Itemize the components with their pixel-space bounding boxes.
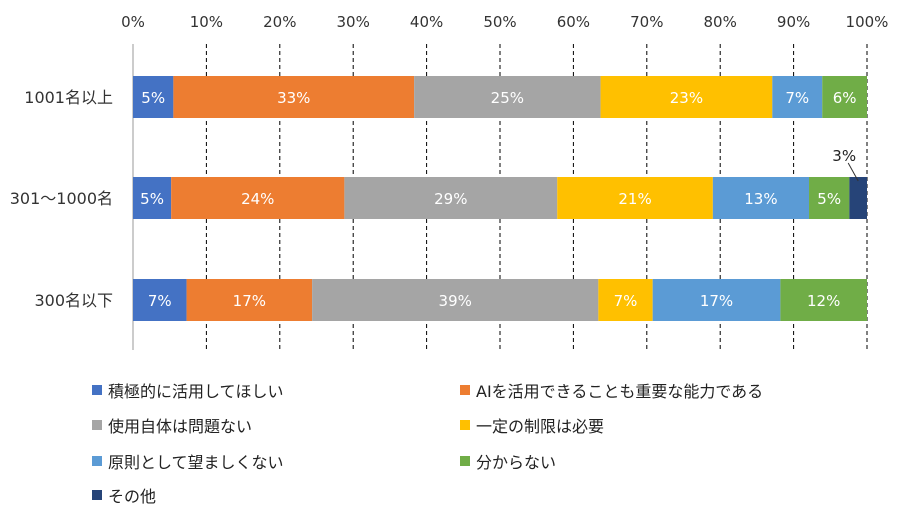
data-label: 29%: [434, 190, 467, 208]
bar-segment: [312, 279, 599, 321]
x-tick-label: 10%: [190, 13, 223, 31]
bar-segment: [133, 76, 174, 118]
bar-segment: [712, 177, 810, 219]
x-tick-label: 0%: [121, 13, 145, 31]
bar-segment: [173, 76, 415, 118]
category-label: 301～1000名: [10, 189, 113, 208]
x-tick-label: 70%: [630, 13, 663, 31]
data-label: 6%: [833, 89, 857, 107]
data-label: 21%: [618, 190, 651, 208]
data-label: 7%: [614, 292, 638, 310]
x-tick-label: 60%: [557, 13, 590, 31]
data-label: 23%: [670, 89, 703, 107]
data-label: 5%: [817, 190, 841, 208]
bar-segment: [652, 279, 781, 321]
data-label: 7%: [785, 89, 809, 107]
bar-segment: [557, 177, 713, 219]
bar-segment: [133, 177, 172, 219]
data-label: 12%: [807, 292, 840, 310]
data-label: 5%: [140, 190, 164, 208]
data-label: 25%: [491, 89, 524, 107]
leader-line: [847, 162, 859, 182]
bar-segment: [822, 76, 867, 118]
data-label: 7%: [148, 292, 172, 310]
bar-segment: [809, 177, 850, 219]
bar-segment: [171, 177, 345, 219]
bar-segment: [849, 177, 867, 219]
x-tick-label: 50%: [483, 13, 516, 31]
data-label: 5%: [141, 89, 165, 107]
data-label: 17%: [233, 292, 266, 310]
bar-segment: [414, 76, 601, 118]
bar-segment: [598, 279, 653, 321]
data-label: 39%: [439, 292, 472, 310]
bar-segment: [772, 76, 823, 118]
x-tick-label: 20%: [263, 13, 296, 31]
x-tick-label: 90%: [777, 13, 810, 31]
bar-segment: [186, 279, 313, 321]
bar-segment: [600, 76, 773, 118]
bar-segment: [133, 279, 187, 321]
category-label: 1001名以上: [24, 88, 113, 107]
bar-segment: [344, 177, 558, 219]
data-label: 24%: [241, 190, 274, 208]
data-label: 33%: [277, 89, 310, 107]
data-label: 3%: [832, 147, 856, 165]
bar-segment: [780, 279, 867, 321]
data-label: 17%: [700, 292, 733, 310]
x-tick-label: 80%: [704, 13, 737, 31]
x-tick-label: 30%: [337, 13, 370, 31]
x-tick-label: 100%: [846, 13, 889, 31]
category-label: 300名以下: [34, 291, 113, 310]
data-label: 13%: [744, 190, 777, 208]
x-tick-label: 40%: [410, 13, 443, 31]
